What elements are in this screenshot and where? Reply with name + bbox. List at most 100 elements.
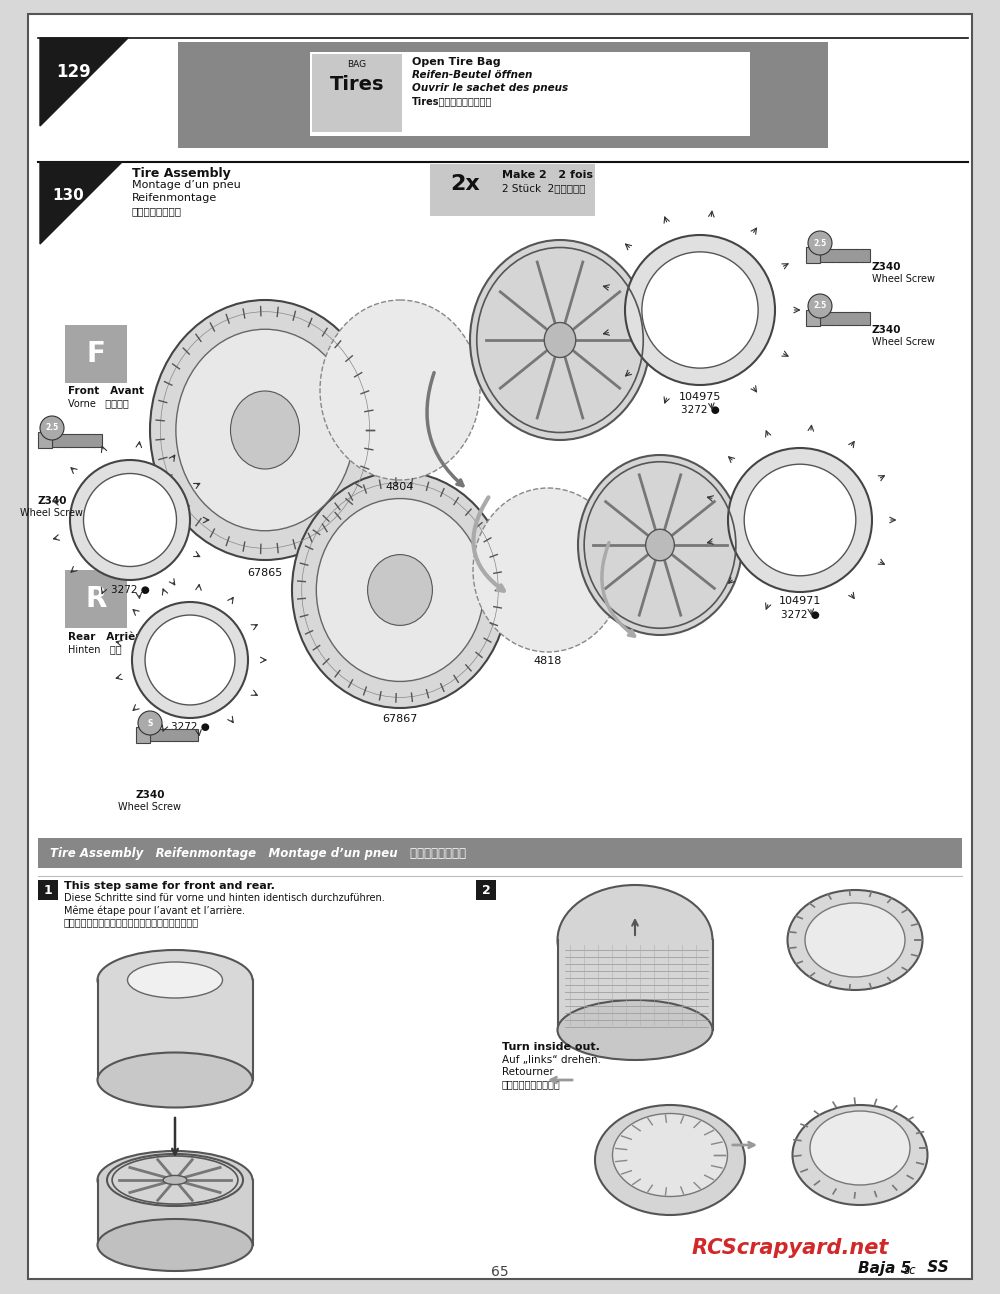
Text: 図を参考にフロント、リヤ共に同様に作業します。: 図を参考にフロント、リヤ共に同様に作業します。	[64, 917, 199, 927]
Text: Z340: Z340	[872, 325, 902, 335]
Text: 2x: 2x	[450, 173, 480, 194]
Ellipse shape	[578, 455, 742, 635]
Text: Diese Schritte sind für vorne und hinten identisch durchzuführen.: Diese Schritte sind für vorne und hinten…	[64, 893, 385, 903]
Text: 3272 ●: 3272 ●	[171, 722, 209, 732]
Text: Z340: Z340	[135, 791, 165, 800]
Text: Reifen-Beutel öffnen: Reifen-Beutel öffnen	[412, 70, 532, 80]
Ellipse shape	[625, 236, 775, 386]
Ellipse shape	[98, 950, 252, 1011]
Text: Tires: Tires	[330, 75, 384, 94]
Ellipse shape	[150, 300, 380, 560]
Ellipse shape	[558, 885, 712, 995]
Text: 2.5: 2.5	[813, 302, 827, 311]
Ellipse shape	[84, 474, 176, 567]
Text: Vorne   フロント: Vorne フロント	[68, 399, 129, 408]
Polygon shape	[820, 248, 870, 261]
Ellipse shape	[805, 903, 905, 977]
Ellipse shape	[558, 1000, 712, 1060]
Polygon shape	[820, 312, 870, 325]
FancyBboxPatch shape	[98, 980, 253, 1080]
Text: S: S	[147, 718, 153, 727]
Text: 4804: 4804	[386, 481, 414, 492]
Text: 2.5: 2.5	[45, 423, 59, 432]
FancyBboxPatch shape	[310, 52, 750, 136]
FancyBboxPatch shape	[98, 1180, 253, 1245]
Text: RCScrapyard.net: RCScrapyard.net	[691, 1238, 889, 1258]
Ellipse shape	[230, 391, 300, 468]
Ellipse shape	[292, 472, 508, 708]
Text: 2 Stück  2個作ります: 2 Stück 2個作ります	[502, 182, 586, 193]
Text: Wheel Screw: Wheel Screw	[20, 509, 84, 518]
Polygon shape	[806, 247, 820, 263]
Ellipse shape	[544, 322, 576, 357]
Polygon shape	[52, 433, 102, 446]
Text: 2: 2	[482, 884, 490, 897]
Text: Ouvrir le sachet des pneus: Ouvrir le sachet des pneus	[412, 83, 568, 93]
Text: Z340: Z340	[872, 261, 902, 272]
Circle shape	[808, 232, 832, 255]
Ellipse shape	[744, 465, 856, 576]
Text: Montage d’un pneu: Montage d’un pneu	[132, 180, 241, 190]
Ellipse shape	[98, 1052, 252, 1108]
Text: 67867: 67867	[382, 714, 418, 725]
Text: Même étape pour l’avant et l’arrière.: Même étape pour l’avant et l’arrière.	[64, 905, 245, 915]
Polygon shape	[806, 311, 820, 326]
Ellipse shape	[107, 1154, 243, 1206]
Text: R: R	[85, 585, 107, 613]
Text: Rear   Arrière: Rear Arrière	[68, 631, 148, 642]
Text: Tires袋詰を使用します。: Tires袋詰を使用します。	[412, 96, 492, 106]
FancyBboxPatch shape	[38, 839, 962, 868]
Text: F: F	[87, 340, 105, 367]
Polygon shape	[40, 38, 128, 126]
Ellipse shape	[320, 300, 480, 480]
Text: 67865: 67865	[247, 568, 283, 578]
Text: Wheel Screw: Wheel Screw	[119, 802, 182, 813]
Ellipse shape	[810, 1112, 910, 1185]
Ellipse shape	[128, 961, 222, 998]
Ellipse shape	[473, 488, 623, 652]
Text: Turn inside out.: Turn inside out.	[502, 1042, 600, 1052]
Text: Open Tire Bag: Open Tire Bag	[412, 57, 501, 67]
FancyBboxPatch shape	[558, 939, 713, 1030]
Ellipse shape	[316, 498, 484, 682]
Text: 1: 1	[44, 884, 52, 897]
Text: 104975: 104975	[679, 392, 721, 402]
Text: BAG: BAG	[347, 60, 367, 69]
Ellipse shape	[646, 529, 674, 560]
Ellipse shape	[98, 1219, 252, 1271]
FancyBboxPatch shape	[65, 569, 127, 628]
Text: 65: 65	[491, 1266, 509, 1278]
Text: 3272 ●: 3272 ●	[681, 405, 719, 415]
Text: Baja 5: Baja 5	[858, 1260, 911, 1276]
Ellipse shape	[163, 1175, 187, 1184]
Text: Front   Avant: Front Avant	[68, 386, 144, 396]
FancyBboxPatch shape	[476, 880, 496, 901]
Text: 2.5: 2.5	[813, 238, 827, 247]
Text: Auf „links“ drehen.: Auf „links“ drehen.	[502, 1055, 601, 1065]
FancyBboxPatch shape	[38, 880, 58, 901]
Ellipse shape	[368, 555, 432, 625]
Text: 130: 130	[52, 189, 84, 203]
Text: 129: 129	[56, 63, 91, 82]
Text: Wheel Screw: Wheel Screw	[872, 336, 935, 347]
Text: Make 2   2 fois: Make 2 2 fois	[502, 170, 593, 180]
Polygon shape	[150, 729, 198, 741]
Text: 4818: 4818	[534, 656, 562, 666]
Text: Reifenmontage: Reifenmontage	[132, 193, 217, 203]
Ellipse shape	[788, 890, 922, 990]
Text: Tire Assembly   Reifenmontage   Montage d’un pneu   タイヤの組み立て: Tire Assembly Reifenmontage Montage d’un…	[50, 846, 466, 859]
Text: 104971: 104971	[779, 597, 821, 606]
Text: Retourner: Retourner	[502, 1068, 554, 1077]
Circle shape	[808, 294, 832, 318]
Ellipse shape	[145, 615, 235, 705]
FancyBboxPatch shape	[430, 164, 595, 216]
FancyBboxPatch shape	[312, 54, 402, 132]
Polygon shape	[40, 162, 122, 245]
Ellipse shape	[612, 1114, 728, 1197]
FancyBboxPatch shape	[28, 14, 972, 1278]
Ellipse shape	[792, 1105, 928, 1205]
Ellipse shape	[595, 1105, 745, 1215]
Text: This step same for front and rear.: This step same for front and rear.	[64, 881, 275, 892]
Ellipse shape	[728, 448, 872, 591]
Circle shape	[138, 710, 162, 735]
